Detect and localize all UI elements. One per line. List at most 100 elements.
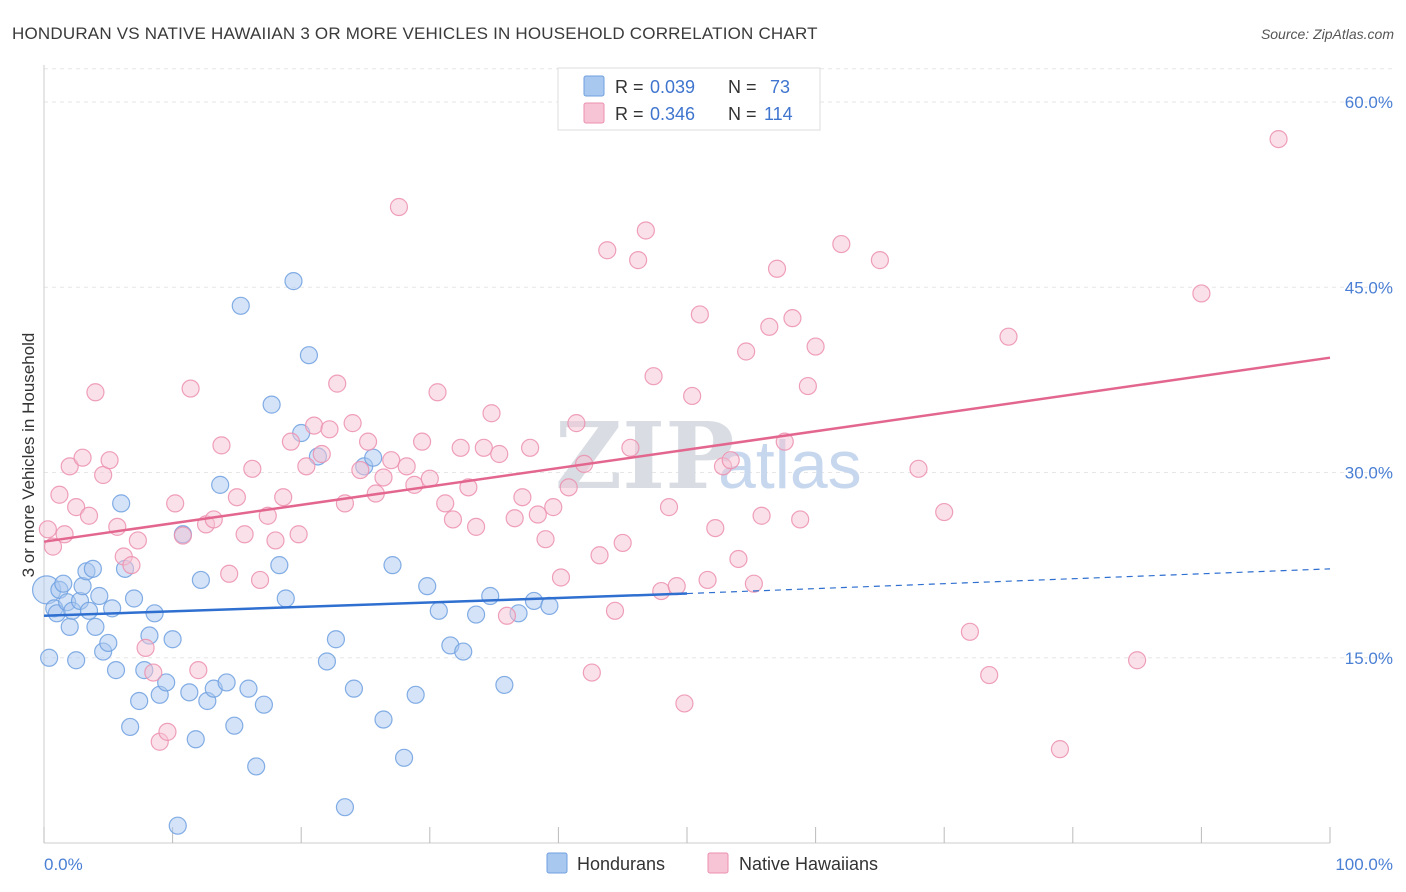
honduran-point — [239, 679, 258, 698]
honduran-point — [73, 577, 92, 596]
trend-lines — [43, 356, 1331, 618]
native-hawaiian-point — [281, 432, 301, 451]
native-hawaiian-point — [86, 383, 105, 402]
native-hawaiian-point — [451, 438, 470, 457]
native-hawaiian-point — [636, 221, 655, 240]
honduran-point — [344, 679, 364, 698]
native-hawaiian-point — [935, 502, 954, 522]
honduran-point — [284, 272, 303, 291]
honduran-point — [130, 691, 149, 711]
y-tick-label-0: 15.0% — [1345, 649, 1393, 668]
honduran-trend-extension — [686, 568, 1331, 595]
native-hawaiian-point — [297, 457, 316, 476]
x-tick-labels: 0.0% 100.0% — [44, 855, 1393, 874]
native-hawaiian-point — [675, 694, 694, 713]
native-hawaiian-point — [73, 448, 92, 467]
honduran-point — [186, 730, 205, 749]
native-hawaiian-point — [304, 416, 324, 435]
native-hawaiian-point — [227, 488, 246, 507]
native-hawaiian-point — [513, 488, 532, 507]
native-hawaiian-point — [490, 444, 509, 464]
honduran-point — [40, 648, 59, 667]
native-hawaiian-point — [613, 533, 632, 553]
honduran-point — [124, 589, 144, 608]
native-hawaiian-point — [528, 505, 547, 524]
native-hawaiian-point — [783, 309, 802, 328]
native-hawaiian-point — [79, 506, 99, 525]
legend-r-value-native-hawaiians: 0.346 — [650, 104, 695, 124]
native-hawaiian-point — [343, 414, 362, 433]
native-hawaiian-point — [667, 577, 686, 596]
native-hawaiian-point — [212, 436, 231, 455]
chart-title: HONDURAN VS NATIVE HAWAIIAN 3 OR MORE VE… — [12, 24, 818, 43]
honduran-point — [466, 605, 486, 624]
honduran-point — [270, 556, 289, 575]
native-hawaiian-point — [551, 568, 571, 587]
honduran-point — [374, 710, 393, 729]
y-tick-labels: 15.0% 30.0% 45.0% 60.0% — [1345, 93, 1393, 668]
legend-n-label-native-hawaiians: N = — [728, 104, 757, 124]
native-hawaiian-point — [189, 661, 208, 680]
native-hawaiian-point — [128, 531, 147, 550]
native-hawaiian-point — [698, 570, 717, 590]
native-hawaiian-point — [737, 342, 756, 361]
native-hawaiian-trend-line — [43, 356, 1331, 543]
native-hawaiian-point — [312, 444, 331, 464]
honduran-point — [394, 748, 414, 767]
native-hawaiian-point — [351, 460, 370, 480]
native-hawaiian-point — [999, 327, 1018, 346]
native-hawaiian-point — [181, 379, 200, 398]
legend-swatch-hondurans — [583, 75, 605, 97]
honduran-point — [429, 601, 448, 620]
honduran-point — [157, 673, 176, 692]
watermark: ZIP atlas — [555, 402, 862, 510]
native-hawaiian-point — [980, 665, 999, 685]
native-hawaiian-point — [721, 451, 740, 470]
native-hawaiian-point — [100, 451, 119, 470]
honduran-point — [83, 559, 102, 578]
series-legend-swatch-native-hawaiians — [707, 852, 729, 874]
series-legend-swatch-hondurans — [546, 852, 568, 874]
honduran-point — [79, 601, 99, 620]
native-hawaiian-point — [250, 570, 270, 590]
native-hawaiian-point — [729, 549, 748, 569]
native-hawaiian-point — [328, 374, 347, 393]
native-hawaiian-point — [767, 259, 787, 278]
native-hawaiian-point — [505, 509, 524, 528]
native-hawaiian-point — [798, 376, 817, 396]
native-hawaiian-point — [1127, 651, 1147, 670]
native-hawaiian-point — [752, 506, 771, 525]
native-hawaiian-point — [621, 438, 640, 457]
honduran-point — [121, 717, 140, 737]
native-hawaiian-point — [652, 581, 671, 601]
honduran-point — [262, 395, 281, 414]
native-hawaiian-point — [605, 601, 625, 620]
native-hawaiian-point — [38, 520, 57, 539]
native-hawaiian-point — [320, 420, 339, 439]
native-hawaiian-point — [166, 494, 185, 513]
honduran-point — [225, 716, 244, 735]
native-hawaiian-point — [466, 517, 486, 536]
y-tick-label-1: 30.0% — [1345, 464, 1393, 483]
honduran-point — [168, 816, 187, 835]
native-hawaiian-point — [122, 556, 141, 575]
honduran-point — [67, 651, 86, 670]
native-hawaiian-point — [136, 638, 155, 657]
honduran-point — [540, 596, 559, 615]
native-hawaiian-point — [274, 488, 293, 507]
honduran-point — [495, 675, 514, 695]
native-hawaiian-point — [358, 432, 378, 451]
native-hawaiian-point — [1192, 284, 1211, 303]
native-hawaiian-point — [266, 531, 285, 550]
series-legend: Hondurans Native Hawaiians — [546, 852, 878, 874]
native-hawaiian-point — [144, 663, 163, 682]
honduran-point — [112, 494, 131, 513]
honduran-point — [247, 757, 266, 776]
native-hawaiian-point — [459, 478, 478, 497]
x-tick-label-max: 100.0% — [1335, 855, 1393, 874]
honduran-point — [335, 798, 355, 817]
native-hawaiian-point — [544, 498, 563, 517]
native-hawaiian-point — [960, 622, 980, 641]
native-hawaiian-point — [1050, 740, 1070, 759]
native-hawaiian-point — [405, 475, 424, 494]
